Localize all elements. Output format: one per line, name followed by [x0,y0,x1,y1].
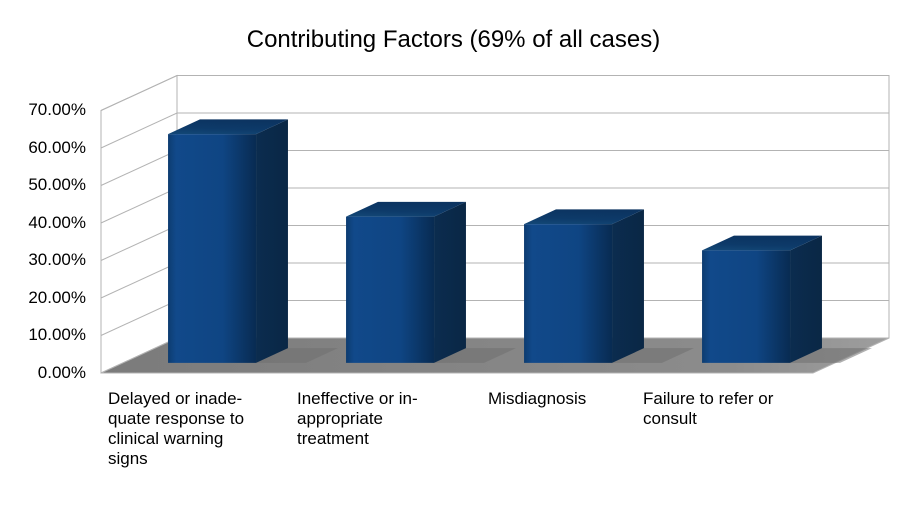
bar-side-face [256,119,288,363]
bar-shadow [434,348,516,363]
y-axis-tick-label: 10.00% [28,325,86,344]
y-axis-tick-label: 60.00% [28,138,86,157]
category-label-failure-to-refer: Failure to refer or consult [643,389,773,429]
left-wall [100,74,178,374]
category-label-text: Failure to refer or consult [643,389,774,428]
bar-top-face [702,235,822,251]
y-axis-tick-label: 50.00% [28,175,86,194]
bar-front-face [702,250,791,363]
bar-top-face [168,119,288,135]
y-axis-tick-label: 20.00% [28,288,86,307]
gridline [100,112,889,149]
gridline [100,75,889,111]
category-label-ineffective-treatment: Ineffective or in- appropriate treatment [297,389,418,449]
chart-title: Contributing Factors (69% of all cases) [246,26,661,53]
bar-side-face [434,201,466,363]
bar-shadow [790,348,872,363]
y-axis-tick-label: 70.00% [28,100,86,119]
y-axis-tick-label: 30.00% [28,250,86,269]
bar-front-face [346,216,435,363]
category-label-text: Delayed or inade- quate response to clin… [108,389,245,468]
bar-side-face [612,209,644,363]
category-label-delayed-response: Delayed or inade- quate response to clin… [108,389,244,469]
bar-ineffective-treatment [346,201,516,363]
y-axis-tick-label: 0.00% [37,363,86,382]
bar-misdiagnosis [524,209,694,363]
bar-shadow [612,348,694,363]
bar-shadow [256,348,338,363]
bar-front-face [168,134,257,363]
bar-front-face [524,224,613,363]
bar-top-face [346,201,466,217]
bar-delayed-response [168,119,338,363]
y-axis-tick-label: 40.00% [28,213,86,232]
category-label-misdiagnosis: Misdiagnosis [488,389,586,409]
category-label-text: Ineffective or in- appropriate treatment [297,389,418,448]
category-label-text: Misdiagnosis [488,389,587,408]
bar-side-face [790,235,822,363]
bar-top-face [524,209,644,225]
bar-failure-to-refer [702,235,872,363]
